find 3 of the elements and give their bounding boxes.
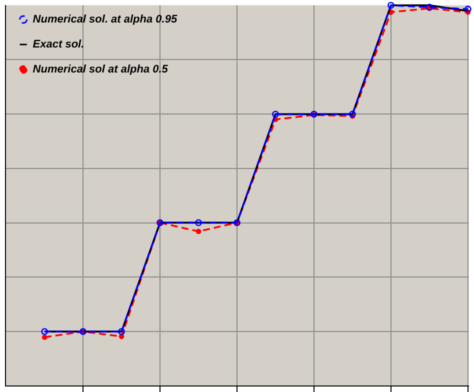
legend-label: Numerical sol at alpha 0.5 — [32, 64, 169, 76]
legend-label: Numerical sol. at alpha 0.95 — [32, 14, 178, 26]
legend-label: Exact sol. — [32, 38, 84, 51]
